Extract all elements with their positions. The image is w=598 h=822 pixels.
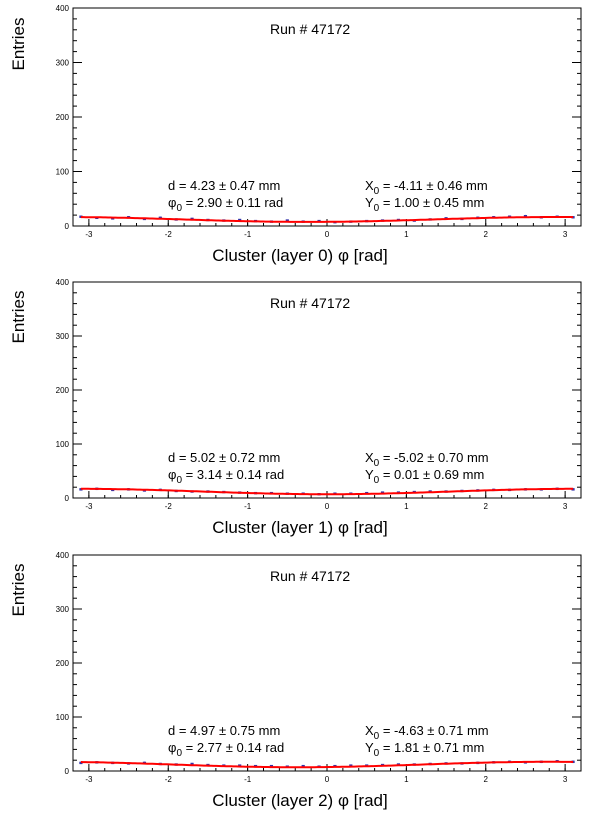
y-axis-title: Entries (9, 564, 28, 617)
plot-frame (73, 555, 581, 771)
y-tick-label: 200 (56, 659, 70, 668)
y-axis-title: Entries (9, 291, 28, 344)
y-tick-label: 100 (56, 440, 70, 449)
y0-value: = 1.00 ± 0.45 mm (379, 195, 484, 210)
fit-phi0-value: φ0 = 3.14 ± 0.14 rad (168, 467, 284, 486)
x-tick-label: 2 (484, 775, 489, 784)
fit-y0-value: Y0 = 1.00 ± 0.45 mm (365, 195, 484, 214)
x-tick-label: -2 (165, 775, 173, 784)
phi0-symbol: φ (168, 467, 176, 482)
x0-symbol: X (365, 450, 374, 465)
x0-value: = -4.63 ± 0.71 mm (379, 723, 488, 738)
fit-d-value: d = 4.23 ± 0.47 mm (168, 178, 280, 193)
x-tick-label: -3 (85, 502, 93, 511)
y-tick-label: 400 (56, 4, 70, 13)
y-tick-label: 200 (56, 113, 70, 122)
y-tick-label: 300 (56, 605, 70, 614)
x-tick-label: -1 (244, 502, 252, 511)
x-tick-label: 3 (563, 230, 568, 239)
y-axis-title: Entries (9, 18, 28, 71)
x-tick-label: 3 (563, 775, 568, 784)
phi0-value: = 2.90 ± 0.11 rad (182, 195, 283, 210)
x-tick-label: 2 (484, 502, 489, 511)
y-tick-label: 0 (65, 767, 70, 776)
x-tick-label: -3 (85, 230, 93, 239)
y0-value: = 0.01 ± 0.69 mm (379, 467, 484, 482)
run-label: Run # 47172 (270, 295, 350, 311)
x-tick-label: 2 (484, 230, 489, 239)
y-tick-label: 400 (56, 551, 70, 560)
phi0-symbol: φ (168, 195, 176, 210)
y0-value: = 1.81 ± 0.71 mm (379, 740, 484, 755)
x-tick-label: -3 (85, 775, 93, 784)
x-axis-title: Cluster (layer 2) φ [rad] (212, 791, 387, 810)
x-tick-label: 1 (404, 775, 409, 784)
x-tick-label: 0 (325, 502, 330, 511)
y-tick-label: 0 (65, 222, 70, 231)
x-tick-label: -2 (165, 502, 173, 511)
x-tick-label: -1 (244, 775, 252, 784)
run-label: Run # 47172 (270, 568, 350, 584)
x-tick-label: -2 (165, 230, 173, 239)
x-tick-label: -1 (244, 230, 252, 239)
x-axis-title: Cluster (layer 1) φ [rad] (212, 518, 387, 537)
y-tick-label: 100 (56, 713, 70, 722)
y-tick-label: 200 (56, 386, 70, 395)
x-tick-label: 0 (325, 230, 330, 239)
y0-symbol: Y (365, 740, 374, 755)
fit-y0-value: Y0 = 1.81 ± 0.71 mm (365, 740, 484, 759)
fit-phi0-value: φ0 = 2.90 ± 0.11 rad (168, 195, 283, 214)
phi0-symbol: φ (168, 740, 176, 755)
fit-phi0-value: φ0 = 2.77 ± 0.14 rad (168, 740, 284, 759)
y-tick-label: 100 (56, 168, 70, 177)
phi0-value: = 2.77 ± 0.14 rad (182, 740, 284, 755)
phi0-value: = 3.14 ± 0.14 rad (182, 467, 284, 482)
x-tick-label: 0 (325, 775, 330, 784)
x0-value: = -4.11 ± 0.46 mm (379, 178, 487, 193)
x-tick-label: 1 (404, 502, 409, 511)
run-label: Run # 47172 (270, 21, 350, 37)
fit-d-value: d = 5.02 ± 0.72 mm (168, 450, 280, 465)
plot-frame (73, 8, 581, 226)
y-tick-label: 0 (65, 494, 70, 503)
y-tick-label: 300 (56, 332, 70, 341)
fit-d-value: d = 4.97 ± 0.75 mm (168, 723, 280, 738)
y-tick-label: 400 (56, 278, 70, 287)
x-tick-label: 3 (563, 502, 568, 511)
plot-frame (73, 282, 581, 498)
chart-panel-1: 0 100 200 300 400 -3 -2 -1 0 1 2 3 Run # 47172 d = 5.… (9, 278, 581, 537)
fit-y0-value: Y0 = 0.01 ± 0.69 mm (365, 467, 484, 486)
chart-panel-2: 0 100 200 300 400 -3 -2 -1 0 1 2 3 Run # 47172 d = 4.… (9, 551, 581, 810)
y-tick-label: 300 (56, 59, 70, 68)
x0-symbol: X (365, 723, 374, 738)
y0-symbol: Y (365, 195, 374, 210)
x-tick-label: 1 (404, 230, 409, 239)
y0-symbol: Y (365, 467, 374, 482)
x0-symbol: X (365, 178, 374, 193)
chart-panel-0: 0 100 200 300 400 -3 -2 -1 0 1 2 3 Run # 47172 d = 4.… (9, 4, 581, 265)
x0-value: = -5.02 ± 0.70 mm (379, 450, 488, 465)
x-axis-title: Cluster (layer 0) φ [rad] (212, 246, 387, 265)
